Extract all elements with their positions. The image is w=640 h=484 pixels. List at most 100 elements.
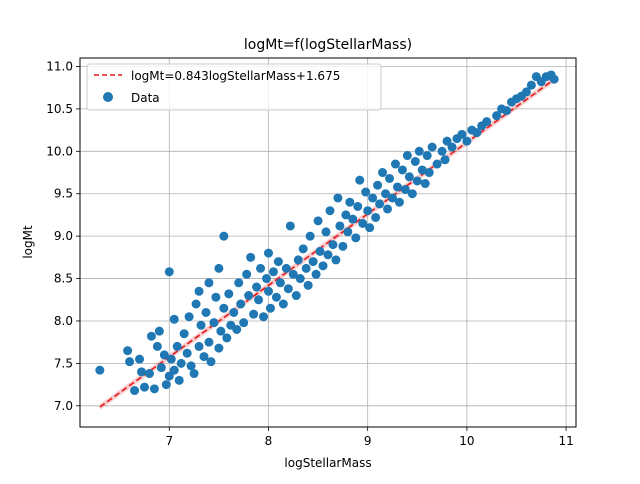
data-point: [123, 346, 133, 356]
data-point: [313, 216, 323, 226]
data-point: [189, 369, 199, 379]
data-point: [249, 309, 259, 319]
data-point: [301, 263, 311, 273]
data-point: [502, 106, 512, 116]
data-point: [263, 286, 273, 296]
data-point: [355, 175, 365, 185]
data-point: [206, 357, 216, 367]
data-point: [338, 241, 348, 251]
data-point: [447, 142, 457, 152]
data-point: [293, 255, 303, 265]
data-point: [315, 246, 325, 256]
data-point: [214, 263, 224, 273]
legend-data-label: Data: [131, 91, 160, 105]
y-tick-label: 9.0: [54, 229, 73, 243]
data-point: [184, 312, 194, 322]
data-point: [427, 142, 437, 152]
data-point: [305, 231, 315, 241]
data-point: [204, 278, 214, 288]
data-point: [273, 257, 283, 267]
data-point: [199, 352, 209, 362]
data-point: [400, 184, 410, 194]
data-point: [95, 365, 105, 375]
data-point: [161, 380, 171, 390]
data-point: [261, 274, 271, 284]
data-point: [345, 197, 355, 207]
data-point: [229, 307, 239, 317]
legend-fit-label: logMt=0.843logStellarMass+1.675: [131, 69, 340, 83]
data-point: [353, 201, 363, 211]
data-point: [363, 206, 373, 216]
data-point: [265, 303, 275, 313]
data-point: [156, 363, 166, 373]
data-point: [139, 382, 149, 392]
data-point: [472, 128, 482, 138]
data-point: [234, 278, 244, 288]
data-point: [174, 375, 184, 385]
data-point: [325, 206, 335, 216]
data-point: [169, 365, 179, 375]
data-point: [437, 146, 447, 156]
x-tick-label: 10: [459, 434, 474, 448]
data-point: [375, 199, 385, 209]
data-point: [216, 326, 226, 336]
data-point: [172, 341, 182, 351]
data-point: [159, 350, 169, 360]
data-point: [239, 318, 249, 328]
data-point: [424, 168, 434, 178]
data-point: [295, 274, 305, 284]
data-point: [432, 159, 442, 169]
data-point: [526, 80, 536, 90]
legend: logMt=0.843logStellarMass+1.675 Data: [86, 63, 382, 111]
data-point: [440, 155, 450, 165]
data-point: [365, 223, 375, 233]
data-point: [351, 233, 361, 243]
axis-ticks: 7 8 9 10 11 7.0 7.5 8.0 8.5 9.0 9.5 10.0 10.5 11.0: [46, 59, 573, 448]
data-point: [417, 165, 427, 175]
x-axis-label: logStellarMass: [284, 456, 371, 470]
data-point: [219, 231, 229, 241]
data-point: [154, 326, 164, 336]
data-point: [166, 354, 176, 364]
data-point: [281, 263, 291, 273]
y-tick-label: 8.0: [54, 314, 73, 328]
data-point: [422, 151, 432, 161]
data-point: [373, 180, 383, 190]
data-point: [149, 384, 159, 394]
data-point: [291, 291, 301, 301]
chart-title: logMt=f(logStellarMass): [244, 37, 412, 53]
data-point: [549, 74, 559, 84]
data-point: [394, 197, 404, 207]
data-point: [144, 369, 154, 379]
plot-frame: [79, 57, 577, 428]
data-point: [191, 299, 201, 309]
data-point: [214, 343, 224, 353]
data-point: [186, 361, 196, 371]
data-point: [176, 358, 186, 368]
data-point: [397, 165, 407, 175]
data-point: [371, 212, 381, 222]
data-point: [232, 324, 242, 334]
data-points: [95, 70, 559, 396]
data-point: [209, 318, 219, 328]
data-point: [125, 357, 135, 367]
data-point: [335, 221, 345, 231]
y-tick-label: 9.5: [54, 187, 73, 201]
data-point: [182, 348, 192, 358]
data-point: [285, 221, 295, 231]
data-point: [383, 204, 393, 214]
data-point: [254, 295, 264, 305]
data-point: [462, 136, 472, 146]
data-point: [271, 292, 281, 302]
data-point: [457, 129, 467, 139]
x-tick-label: 9: [364, 434, 372, 448]
data-point: [135, 354, 145, 364]
data-point: [482, 117, 492, 127]
data-point: [404, 172, 414, 182]
y-tick-label: 8.5: [54, 272, 73, 286]
data-point: [328, 240, 338, 250]
data-point: [378, 168, 388, 178]
data-point: [252, 282, 262, 292]
data-point: [343, 227, 353, 237]
data-point: [194, 341, 204, 351]
